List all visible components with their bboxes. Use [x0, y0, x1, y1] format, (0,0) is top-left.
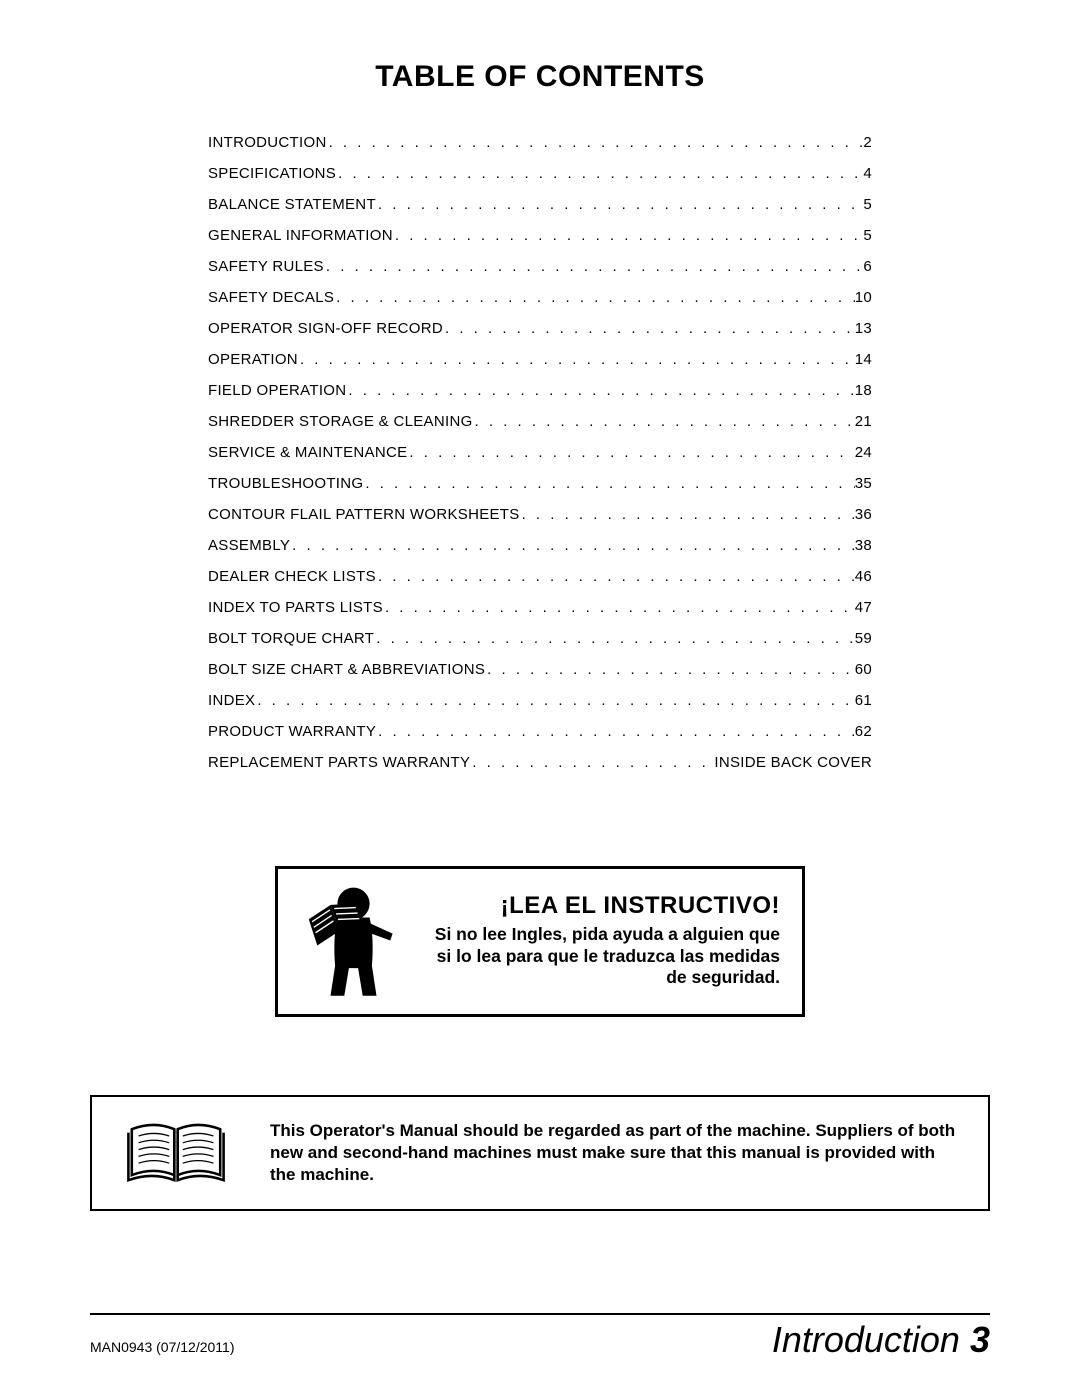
toc-row: CONTOUR FLAIL PATTERN WORKSHEETS. . . . … [208, 506, 872, 523]
spanish-callout-title: ¡LEA EL INSTRUCTIVO! [419, 892, 780, 920]
toc-label: SERVICE & MAINTENANCE [208, 444, 407, 461]
toc-row: SAFETY DECALS. . . . . . . . . . . . . .… [208, 289, 872, 306]
toc-label: BOLT TORQUE CHART [208, 630, 374, 647]
toc-page: 24 [855, 444, 872, 461]
toc-row: TROUBLESHOOTING. . . . . . . . . . . . .… [208, 475, 872, 492]
toc-leader-dots: . . . . . . . . . . . . . . . . . . . . … [255, 692, 854, 709]
toc-label: BALANCE STATEMENT [208, 196, 376, 213]
toc-page: 21 [855, 413, 872, 430]
footer-page-number: 3 [970, 1319, 990, 1360]
toc-row: ASSEMBLY. . . . . . . . . . . . . . . . … [208, 537, 872, 554]
toc-row: SAFETY RULES. . . . . . . . . . . . . . … [208, 258, 872, 275]
toc-page: 5 [863, 227, 872, 244]
toc-row: FIELD OPERATION. . . . . . . . . . . . .… [208, 382, 872, 399]
toc-label: ASSEMBLY [208, 537, 290, 554]
toc-label: DEALER CHECK LISTS [208, 568, 376, 585]
page-footer: MAN0943 (07/12/2011) Introduction 3 [90, 1313, 990, 1361]
toc-page: 38 [855, 537, 872, 554]
toc-leader-dots: . . . . . . . . . . . . . . . . . . . . … [473, 413, 855, 430]
toc-leader-dots: . . . . . . . . . . . . . . . . . . . . … [393, 227, 863, 244]
toc-leader-dots: . . . . . . . . . . . . . . . . . . . . … [324, 258, 863, 275]
page-title: TABLE OF CONTENTS [90, 60, 990, 94]
toc-label: FIELD OPERATION [208, 382, 346, 399]
toc-row: GENERAL INFORMATION. . . . . . . . . . .… [208, 227, 872, 244]
toc-label: SPECIFICATIONS [208, 165, 336, 182]
toc-page: 2 [863, 134, 872, 151]
toc-row: INDEX TO PARTS LISTS. . . . . . . . . . … [208, 599, 872, 616]
toc-leader-dots: . . . . . . . . . . . . . . . . . . . . … [376, 196, 863, 213]
toc-row: SPECIFICATIONS. . . . . . . . . . . . . … [208, 165, 872, 182]
toc-leader-dots: . . . . . . . . . . . . . . . . . . . . … [336, 165, 863, 182]
toc-leader-dots: . . . . . . . . . . . . . . . . . . . . … [298, 351, 855, 368]
person-reading-icon [296, 883, 411, 998]
footer-section-name: Introduction [772, 1319, 960, 1360]
toc-label: INDEX [208, 692, 255, 709]
toc-label: SAFETY DECALS [208, 289, 334, 306]
toc-row: SERVICE & MAINTENANCE. . . . . . . . . .… [208, 444, 872, 461]
toc-row: PRODUCT WARRANTY. . . . . . . . . . . . … [208, 723, 872, 740]
toc-page: 59 [855, 630, 872, 647]
toc-row: INDEX. . . . . . . . . . . . . . . . . .… [208, 692, 872, 709]
toc-leader-dots: . . . . . . . . . . . . . . . . . . . . … [383, 599, 855, 616]
toc-row: REPLACEMENT PARTS WARRANTY. . . . . . . … [208, 754, 872, 771]
manual-notice-body: This Operator's Manual should be regarde… [270, 1120, 958, 1186]
toc-page: 5 [863, 196, 872, 213]
toc-label: SHREDDER STORAGE & CLEANING [208, 413, 473, 430]
toc-label: INTRODUCTION [208, 134, 327, 151]
spanish-callout-body: Si no lee Ingles, pida ayuda a alguien q… [419, 924, 780, 990]
toc-row: OPERATOR SIGN-OFF RECORD. . . . . . . . … [208, 320, 872, 337]
footer-doc-id: MAN0943 (07/12/2011) [90, 1339, 235, 1355]
toc-page: 4 [863, 165, 872, 182]
toc-label: OPERATOR SIGN-OFF RECORD [208, 320, 443, 337]
toc-leader-dots: . . . . . . . . . . . . . . . . . . . . … [470, 754, 714, 771]
toc-row: BALANCE STATEMENT. . . . . . . . . . . .… [208, 196, 872, 213]
toc-row: OPERATION. . . . . . . . . . . . . . . .… [208, 351, 872, 368]
toc-label: GENERAL INFORMATION [208, 227, 393, 244]
toc-label: INDEX TO PARTS LISTS [208, 599, 383, 616]
toc-page: 47 [855, 599, 872, 616]
toc-row: SHREDDER STORAGE & CLEANING. . . . . . .… [208, 413, 872, 430]
toc-leader-dots: . . . . . . . . . . . . . . . . . . . . … [407, 444, 854, 461]
toc-page: 6 [863, 258, 872, 275]
toc-page: 61 [855, 692, 872, 709]
toc-label: PRODUCT WARRANTY [208, 723, 376, 740]
toc-label: BOLT SIZE CHART & ABBREVIATIONS [208, 661, 485, 678]
toc-leader-dots: . . . . . . . . . . . . . . . . . . . . … [290, 537, 855, 554]
table-of-contents: INTRODUCTION. . . . . . . . . . . . . . … [90, 134, 990, 771]
toc-label: OPERATION [208, 351, 298, 368]
toc-page: 60 [855, 661, 872, 678]
manual-notice-callout: This Operator's Manual should be regarde… [90, 1095, 990, 1211]
toc-label: SAFETY RULES [208, 258, 324, 275]
toc-row: DEALER CHECK LISTS. . . . . . . . . . . … [208, 568, 872, 585]
footer-section: Introduction 3 [772, 1319, 990, 1361]
toc-row: BOLT SIZE CHART & ABBREVIATIONS. . . . .… [208, 661, 872, 678]
toc-leader-dots: . . . . . . . . . . . . . . . . . . . . … [520, 506, 855, 523]
toc-page: 35 [855, 475, 872, 492]
toc-leader-dots: . . . . . . . . . . . . . . . . . . . . … [346, 382, 854, 399]
toc-leader-dots: . . . . . . . . . . . . . . . . . . . . … [376, 723, 855, 740]
toc-leader-dots: . . . . . . . . . . . . . . . . . . . . … [334, 289, 855, 306]
toc-page: 13 [855, 320, 872, 337]
toc-page: 62 [855, 723, 872, 740]
toc-leader-dots: . . . . . . . . . . . . . . . . . . . . … [443, 320, 855, 337]
open-book-icon [122, 1119, 230, 1187]
spanish-instruction-callout: ¡LEA EL INSTRUCTIVO! Si no lee Ingles, p… [275, 866, 805, 1017]
toc-leader-dots: . . . . . . . . . . . . . . . . . . . . … [327, 134, 864, 151]
toc-label: REPLACEMENT PARTS WARRANTY [208, 754, 470, 771]
toc-page: INSIDE BACK COVER [714, 754, 872, 771]
toc-leader-dots: . . . . . . . . . . . . . . . . . . . . … [485, 661, 855, 678]
toc-page: 10 [855, 289, 872, 306]
toc-page: 18 [855, 382, 872, 399]
toc-page: 14 [855, 351, 872, 368]
toc-label: CONTOUR FLAIL PATTERN WORKSHEETS [208, 506, 520, 523]
toc-page: 36 [855, 506, 872, 523]
toc-row: INTRODUCTION. . . . . . . . . . . . . . … [208, 134, 872, 151]
toc-row: BOLT TORQUE CHART. . . . . . . . . . . .… [208, 630, 872, 647]
toc-leader-dots: . . . . . . . . . . . . . . . . . . . . … [376, 568, 855, 585]
toc-leader-dots: . . . . . . . . . . . . . . . . . . . . … [374, 630, 854, 647]
toc-label: TROUBLESHOOTING [208, 475, 363, 492]
toc-page: 46 [855, 568, 872, 585]
toc-leader-dots: . . . . . . . . . . . . . . . . . . . . … [363, 475, 854, 492]
